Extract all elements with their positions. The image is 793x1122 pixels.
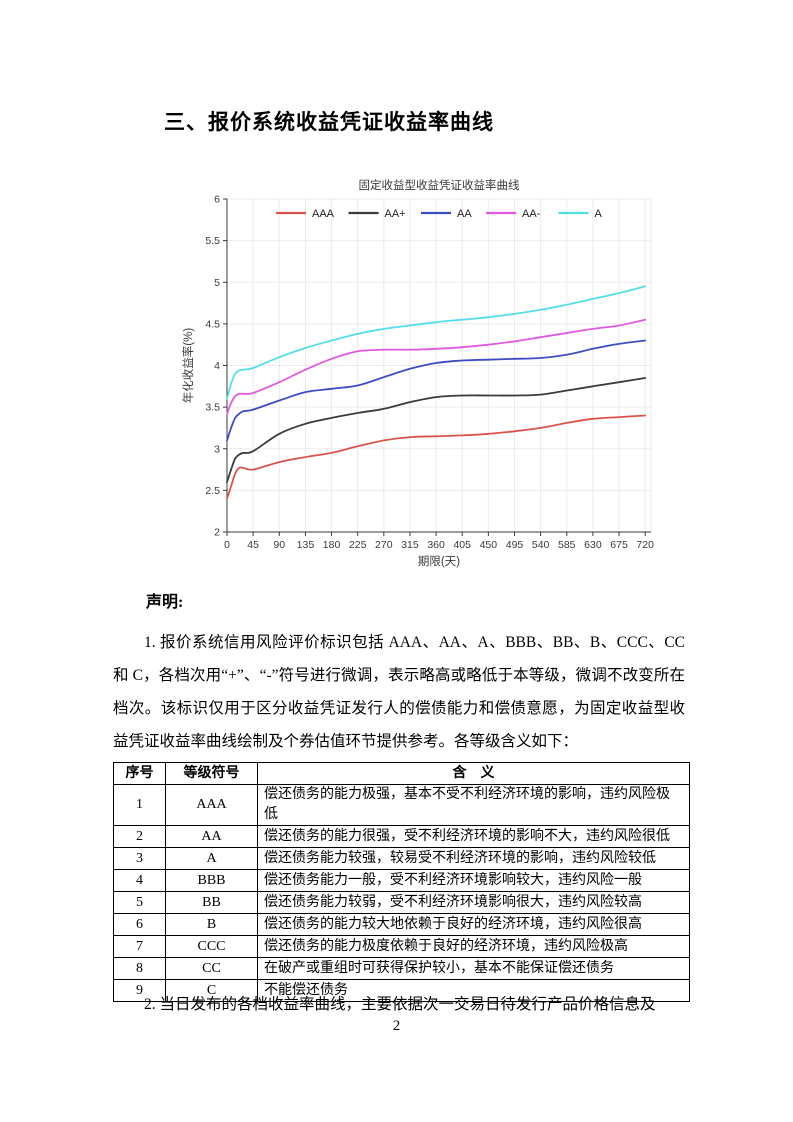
cell-meaning: 不能偿还债务 (257, 979, 690, 1002)
x-tick-label: 225 (349, 539, 367, 551)
cell-no: 5 (113, 891, 166, 914)
header-meaning: 含 义 (257, 762, 690, 785)
cell-meaning: 偿还债务能力较弱，受不利经济环境影响很大，违约风险较高 (257, 891, 690, 914)
page-number: 2 (392, 1018, 401, 1034)
yield-curve-chart-svg: 0 45 90 135 180 225 270 315 360 405 450 495 540 585 63… (181, 178, 654, 568)
y-tick-label: 3 (214, 443, 220, 455)
x-tick-label: 630 (584, 539, 602, 551)
cell-symbol: B (165, 913, 258, 936)
y-tick-label: 3.5 (205, 402, 220, 414)
legend-label-A: A (595, 208, 603, 220)
cell-meaning: 在破产或重组时可获得保护较小，基本不能保证偿还债务 (257, 957, 690, 980)
cell-meaning: 偿还债务的能力很强，受不利经济环境的影响不大，违约风险很低 (257, 825, 690, 848)
x-tick-label: 315 (401, 539, 419, 551)
x-tick-label: 0 (224, 539, 230, 551)
cell-no: 7 (113, 935, 166, 958)
chart-title: 固定收益型收益凭证收益率曲线 (359, 178, 520, 192)
rating-table-body: 1 AAA 偿还债务的能力极强，基本不受不利经济环境的影响，违约风险极低 2 AA 偿还债… (113, 784, 690, 1002)
rating-table-header-row: 序号 等级符号 含 义 (113, 762, 690, 785)
x-tick-label: 405 (453, 539, 471, 551)
x-tick-label: 90 (273, 539, 285, 551)
cell-no: 1 (113, 784, 166, 826)
header-no: 序号 (113, 762, 166, 785)
table-row: 7 CCC 偿还债务的能力极度依赖于良好的经济环境，违约风险极高 (113, 935, 690, 958)
cell-meaning: 偿还债务的能力较大地依赖于良好的经济环境，违约风险很高 (257, 913, 690, 936)
x-tick-label: 450 (480, 539, 498, 551)
cell-no: 4 (113, 869, 166, 892)
table-row: 2 AA 偿还债务的能力很强，受不利经济环境的影响不大，违约风险很低 (113, 825, 690, 848)
cell-no: 3 (113, 847, 166, 870)
x-tick-label: 360 (427, 539, 445, 551)
cell-meaning: 偿还债务能力一般，受不利经济环境影响较大，违约风险一般 (257, 869, 690, 892)
y-tick-label: 6 (214, 194, 220, 206)
table-row: 9 C 不能偿还债务 (113, 979, 690, 1002)
x-tick-label: 720 (636, 539, 654, 551)
series-line-A (226, 285, 647, 400)
cell-no: 8 (113, 957, 166, 980)
x-tick-label: 585 (558, 539, 576, 551)
cell-symbol: BBB (165, 869, 258, 892)
x-axis-label: 期限(天) (418, 555, 460, 568)
x-tick-label: 540 (532, 539, 550, 551)
legend-label-AA+: AA+ (385, 208, 406, 220)
statement-label: 声明: (146, 594, 184, 611)
cell-meaning: 偿还债务的能力极强，基本不受不利经济环境的影响，违约风险极低 (257, 784, 690, 826)
table-row: 1 AAA 偿还债务的能力极强，基本不受不利经济环境的影响，违约风险极低 (113, 784, 690, 826)
series-line-AA (226, 339, 647, 442)
cell-no: 2 (113, 825, 166, 848)
y-tick-label: 2 (214, 527, 220, 539)
cell-no: 6 (113, 913, 166, 936)
table-row: 6 B 偿还债务的能力较大地依赖于良好的经济环境，违约风险很高 (113, 913, 690, 936)
series-line-AAA (226, 414, 647, 500)
table-row: 4 BBB 偿还债务能力一般，受不利经济环境影响较大，违约风险一般 (113, 869, 690, 892)
cell-symbol: AAA (165, 784, 258, 826)
rating-table: 序号 等级符号 含 义 1 AAA 偿还债务的能力极强，基本不受不利经济环境的影响，… (113, 762, 690, 1002)
cell-symbol: BB (165, 891, 258, 914)
x-tick-label: 270 (375, 539, 393, 551)
cell-symbol: A (165, 847, 258, 870)
y-tick-label: 4 (214, 360, 220, 372)
y-tick-label: 2.5 (205, 485, 220, 497)
cell-symbol: CCC (165, 935, 258, 958)
x-tick-label: 180 (323, 539, 341, 551)
cell-meaning: 偿还债务能力较强，较易受不利经济环境的影响，违约风险较低 (257, 847, 690, 870)
yield-curve-chart: 0 45 90 135 180 225 270 315 360 405 450 495 540 585 63… (181, 176, 674, 578)
series-line-AA+ (226, 377, 647, 483)
cell-symbol: AA (165, 825, 258, 848)
statement-paragraph-2: 2. 当日发布的各档收益率曲线，主要依据次一交易日待发行产品价格信息及 (144, 996, 656, 1013)
header-symbol: 等级符号 (165, 762, 258, 785)
y-tick-label: 4.5 (205, 318, 220, 330)
x-tick-label: 45 (247, 539, 259, 551)
table-row: 3 A 偿还债务能力较强，较易受不利经济环境的影响，违约风险较低 (113, 847, 690, 870)
statement-paragraph-1: 1. 报价系统信用风险评价标识包括 AAA、AA、A、BBB、BB、B、CCC、… (113, 634, 685, 750)
x-tick-label: 495 (506, 539, 524, 551)
section-heading: 三、报价系统收益凭证收益率曲线 (164, 111, 494, 134)
y-tick-label: 5 (214, 277, 220, 289)
legend-label-AA-: AA- (522, 208, 541, 220)
legend-label-AA: AA (457, 208, 472, 220)
y-tick-label: 5.5 (205, 235, 220, 247)
cell-meaning: 偿还债务的能力极度依赖于良好的经济环境，违约风险极高 (257, 935, 690, 958)
y-axis-label: 年化收益率(%) (182, 328, 195, 404)
x-tick-label: 135 (297, 539, 315, 551)
x-tick-label: 675 (610, 539, 628, 551)
cell-symbol: CC (165, 957, 258, 980)
table-row: 5 BB 偿还债务能力较弱，受不利经济环境影响很大，违约风险较高 (113, 891, 690, 914)
series-line-AA- (226, 318, 647, 415)
table-row: 8 CC 在破产或重组时可获得保护较小，基本不能保证偿还债务 (113, 957, 690, 980)
legend-label-AAA: AAA (312, 208, 335, 220)
